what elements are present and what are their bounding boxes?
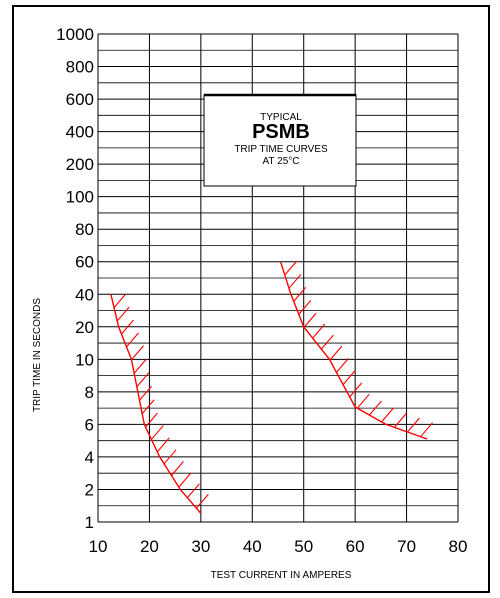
x-tick-labels: 10 20 30 40 50 60 70 80 [89,537,468,556]
x-axis-title: TEST CURRENT IN AMPERES [211,570,352,581]
trip-curves [111,261,433,513]
hatch-mark [187,484,199,498]
y-tick-label: 1000 [56,25,94,44]
hatch-mark [142,400,154,414]
x-tick-label: 60 [346,537,365,556]
hatch-mark [382,408,394,422]
hatch-mark [132,346,144,360]
hatch-mark [321,335,333,349]
hatch-mark [127,333,139,347]
chart-annotation: TYPICAL PSMB TRIP TIME CURVES AT 25°C [204,95,356,186]
y-tick-label: 60 [75,253,94,272]
y-tick-label: 4 [85,448,94,467]
hatch-mark [289,274,301,288]
annotation-line-product: PSMB [252,121,310,143]
hatch-mark [285,261,297,275]
hatch-mark [357,394,369,408]
hatch-mark [313,324,325,338]
x-tick-label: 70 [397,537,416,556]
x-tick-label: 30 [191,537,210,556]
y-tick-label: 100 [66,188,94,207]
annotation-line-temperature: AT 25°C [263,156,300,167]
y-tick-label: 600 [66,90,94,109]
x-tick-label: 40 [243,537,262,556]
y-tick-label: 20 [75,318,94,337]
hatch-mark [350,383,362,397]
hatch-mark [179,473,191,487]
x-tick-label: 20 [140,537,159,556]
y-tick-label: 1 [85,513,94,532]
hatch-mark [117,307,129,321]
hatch-mark [336,358,348,372]
y-tick-labels: 1000 800 600 400 200 100 80 60 40 20 10 8 6 4 2 1 [56,25,94,532]
annotation-line-curves: TRIP TIME CURVES [234,144,328,155]
hatch-mark [407,418,419,432]
y-tick-label: 6 [85,415,94,434]
hatch-mark [137,373,149,387]
hatch-mark [157,438,169,452]
hatch-mark [343,371,355,385]
trip-curve [281,262,428,439]
hatch-mark [134,359,146,373]
x-tick-label: 50 [294,537,313,556]
hatch-mark [151,425,163,439]
y-tick-label: 800 [66,58,94,77]
hatch-mark [394,413,406,427]
x-tick-label: 80 [449,537,468,556]
hatch-mark [114,294,126,308]
y-tick-label: 80 [75,220,94,239]
y-tick-label: 400 [66,123,94,142]
y-tick-label: 2 [85,480,94,499]
y-tick-label: 10 [75,350,94,369]
hatch-mark [330,346,342,360]
y-tick-label: 8 [85,383,94,402]
y-tick-label: 40 [75,285,94,304]
hatch-mark [304,313,316,327]
y-axis-title: TRIP TIME IN SECONDS [32,298,43,412]
hatch-mark [299,300,311,314]
y-tick-label: 200 [66,155,94,174]
x-tick-label: 10 [89,537,108,556]
